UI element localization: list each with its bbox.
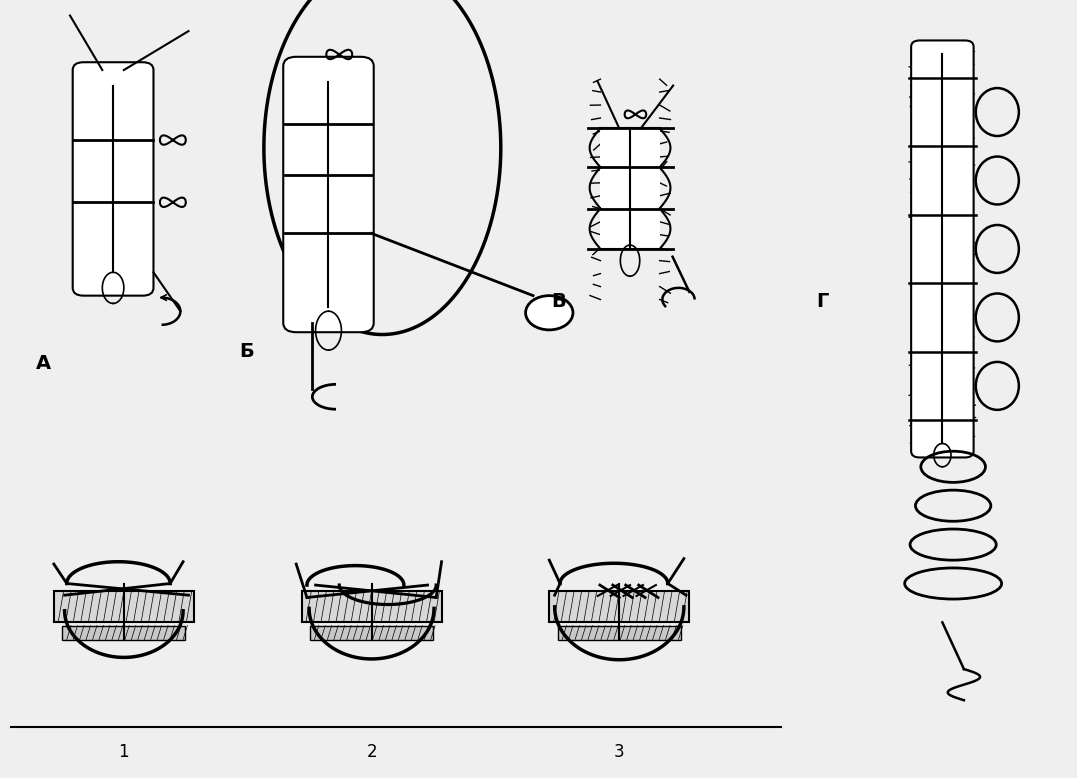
- FancyBboxPatch shape: [73, 62, 154, 296]
- Text: Б: Б: [239, 342, 254, 361]
- Text: 3: 3: [614, 743, 625, 761]
- FancyBboxPatch shape: [911, 40, 974, 457]
- Bar: [302, 591, 442, 622]
- Bar: [558, 626, 681, 640]
- Bar: [601, 128, 659, 167]
- Bar: [310, 626, 433, 640]
- Text: В: В: [551, 292, 567, 310]
- FancyBboxPatch shape: [283, 57, 374, 332]
- Bar: [54, 591, 194, 622]
- Text: Г: Г: [816, 292, 828, 310]
- Bar: [601, 209, 659, 249]
- Circle shape: [526, 296, 573, 330]
- Text: 2: 2: [366, 743, 377, 761]
- Bar: [549, 591, 689, 622]
- Text: 1: 1: [118, 743, 129, 761]
- Text: А: А: [36, 354, 51, 373]
- Bar: [62, 626, 185, 640]
- Bar: [601, 167, 659, 209]
